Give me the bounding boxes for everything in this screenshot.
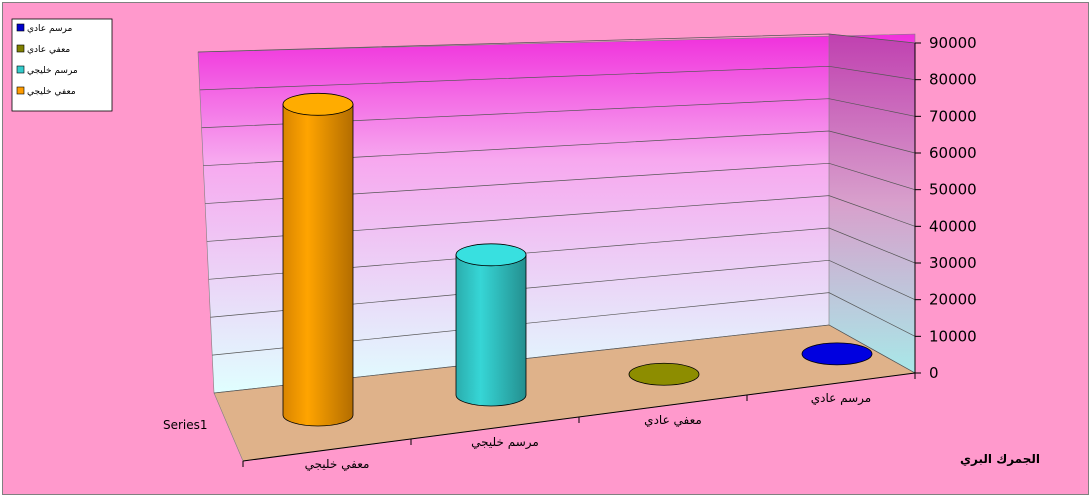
bar-1 [282,92,354,427]
bar-4 [801,342,873,366]
bar-top [282,92,354,116]
legend-swatch [16,44,25,53]
gridline [199,65,916,91]
legend-label: مرسم خليجي [27,66,78,76]
legend-label: مرسم عادي [27,24,73,34]
y-tick-label: 50000 [929,181,977,199]
gridline [203,130,916,167]
gridline [197,33,916,53]
y-tick-label: 60000 [929,144,977,162]
legend-swatch [16,23,25,32]
y-tick-label: 90000 [929,34,977,52]
y-tick-label: 30000 [929,254,977,272]
series-label: Series1 [163,418,208,432]
x-axis-title: الجمرك البري [960,452,1040,466]
x-tick-label: مرسم خليجي [471,435,539,450]
bar-top [628,362,700,386]
y-tick-label: 10000 [929,327,977,345]
gridline [213,324,916,394]
legend: مرسم عادي معفي عادي مرسم خليجي معفي خليجي [11,18,113,112]
x-axis: معفي خليجي مرسم خليجي معفي عادي مرسم عادي [242,372,916,471]
chart-canvas: 0 10000 20000 30000 40000 50000 60000 70000 8000… [3,3,1088,494]
gridline [210,259,916,318]
legend-box [11,18,113,112]
bar-body [282,103,354,427]
gridline [205,162,916,204]
bar-3 [628,362,700,386]
gridline [206,195,916,242]
y-tick-label: 80000 [929,71,977,89]
y-tick-label: 20000 [929,291,977,309]
gridline [212,292,916,356]
legend-label: معفي عادي [27,45,70,55]
x-tick-label: معفي خليجي [305,457,370,471]
gridline [208,227,916,280]
bar-top [455,243,527,267]
bar-2 [455,243,527,407]
y-tick-label: 0 [929,364,939,382]
gridline [201,98,916,129]
x-tick-label: معفي عادي [644,413,702,427]
right-side-wall [828,33,916,374]
legend-swatch [16,65,25,74]
bar-top [801,342,873,366]
bars [282,92,873,427]
y-tick-label: 70000 [929,107,977,125]
x-tick-label: مرسم عادي [811,391,871,406]
legend-swatch [16,86,25,95]
y-tick-label: 40000 [929,217,977,235]
y-axis: 0 10000 20000 30000 40000 50000 60000 70000 8000… [914,34,977,382]
gridlines [197,33,916,394]
bar-body [455,254,527,407]
legend-label: معفي خليجي [27,87,76,97]
